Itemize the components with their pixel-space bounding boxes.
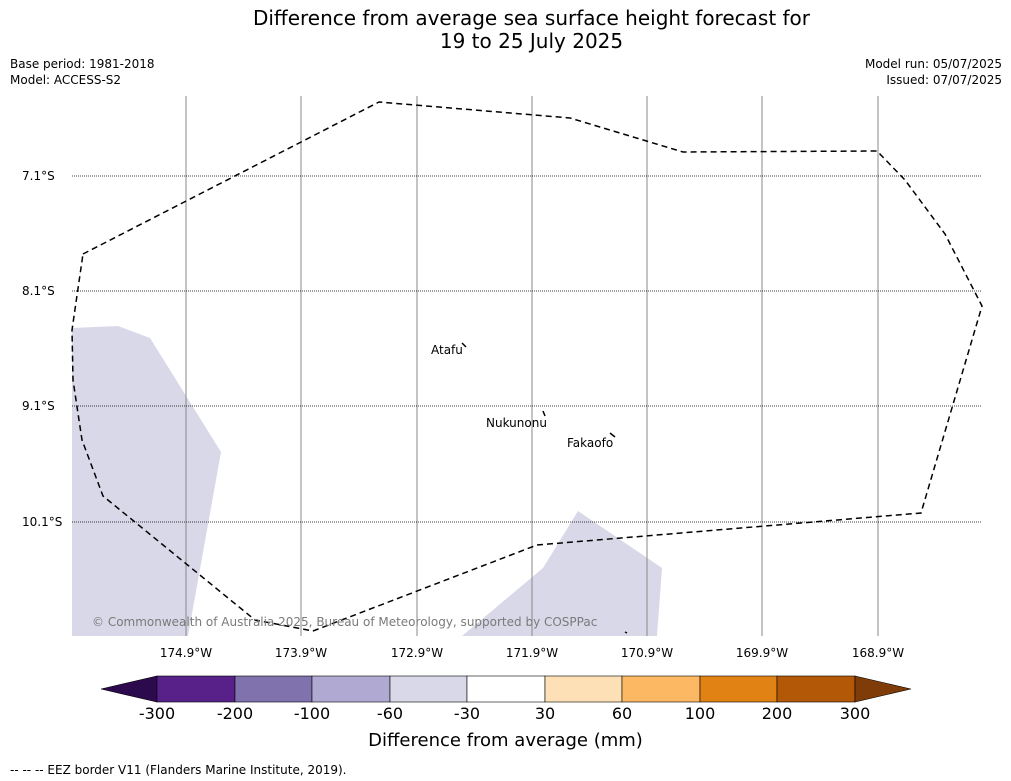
colorbar-bin xyxy=(311,675,391,703)
latitude-label: 8.1°S xyxy=(22,284,55,298)
longitude-label: 168.9°W xyxy=(851,646,905,660)
latitude-label: 10.1°S xyxy=(22,515,63,529)
colorbar-bin xyxy=(234,675,313,703)
base-period-text: Base period: 1981-2018 xyxy=(10,57,155,71)
longitude-label: 172.9°W xyxy=(390,646,444,660)
colorbar-bin xyxy=(544,675,623,703)
fakaofo-atoll-mark xyxy=(609,432,616,438)
colorbar-bin xyxy=(699,675,778,703)
longitude-label: 171.9°W xyxy=(505,646,559,660)
colorbar-bin xyxy=(466,675,546,703)
colorbar-tick-label: 200 xyxy=(761,704,793,723)
colorbar-tick-label: 300 xyxy=(839,704,871,723)
longitude-gridlines xyxy=(185,96,879,636)
copyright-notice: © Commonwealth of Australia 2025, Bureau… xyxy=(92,615,598,629)
colorbar-extend-low xyxy=(100,675,158,703)
nukunonu-atoll-mark xyxy=(542,410,546,417)
colorbar-tick-label: 30 xyxy=(534,704,556,723)
colorbar-title: Difference from average (mm) xyxy=(368,730,643,751)
model-text: Model: ACCESS-S2 xyxy=(10,73,122,87)
place-label-atafu: Atafu xyxy=(431,343,463,357)
place-label-fakaofo: Fakaofo xyxy=(567,436,614,450)
colorbar-bin xyxy=(621,675,701,703)
latitude-label: 9.1°S xyxy=(22,399,55,413)
colorbar xyxy=(100,675,912,703)
latitude-gridlines xyxy=(72,175,982,523)
anomaly-shading-west xyxy=(72,326,221,636)
longitude-label: 169.9°W xyxy=(735,646,789,660)
anomaly-shading-southeast xyxy=(462,511,662,636)
longitude-label: 174.9°W xyxy=(159,646,213,660)
colorbar-bin xyxy=(776,675,856,703)
colorbar-bin xyxy=(389,675,468,703)
map-title-line-1: Difference from average sea surface heig… xyxy=(252,6,811,30)
colorbar-tick-label: -30 xyxy=(453,704,481,723)
atafu-atoll-mark xyxy=(461,342,467,348)
eez-footnote: -- -- -- EEZ border V11 (Flanders Marine… xyxy=(10,763,347,777)
eez-border xyxy=(71,101,983,632)
longitude-label: 173.9°W xyxy=(274,646,328,660)
colorbar-tick-label: -60 xyxy=(376,704,404,723)
colorbar-tick-label: 60 xyxy=(611,704,633,723)
colorbar-tick-label: -100 xyxy=(293,704,331,723)
model-run-text: Model run: 05/07/2025 xyxy=(864,57,1002,71)
island-mark xyxy=(624,631,628,634)
colorbar-tick-label: -200 xyxy=(216,704,254,723)
colorbar-tick-label: 100 xyxy=(684,704,716,723)
place-label-nukunonu: Nukunonu xyxy=(486,416,547,430)
colorbar-bin xyxy=(156,675,236,703)
colorbar-extend-high xyxy=(854,675,912,703)
colorbar-tick-label: -300 xyxy=(138,704,176,723)
issued-text: Issued: 07/07/2025 xyxy=(886,73,1002,87)
longitude-label: 170.9°W xyxy=(620,646,674,660)
map-title-line-2: 19 to 25 July 2025 xyxy=(439,29,624,53)
latitude-label: 7.1°S xyxy=(22,169,55,183)
